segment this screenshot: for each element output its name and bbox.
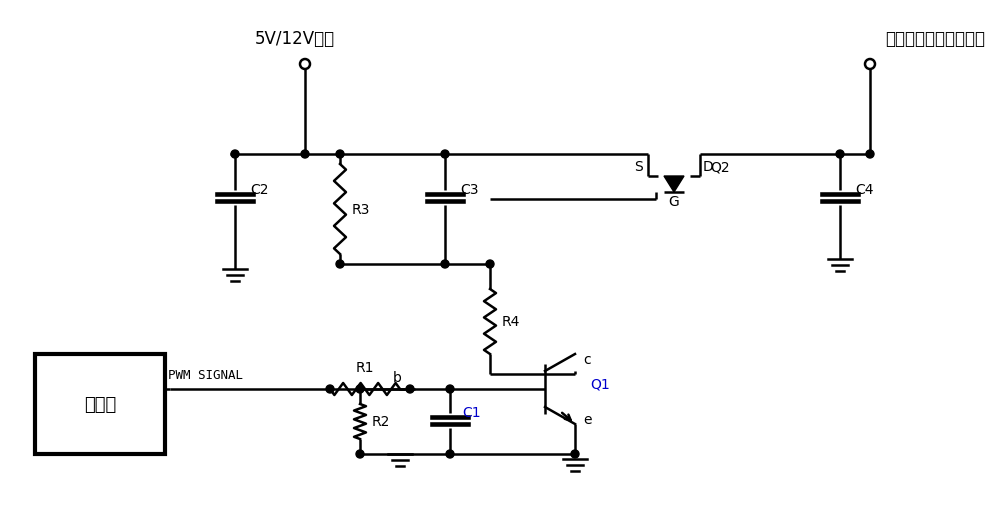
Text: R1: R1 [356, 360, 374, 374]
Text: S: S [634, 160, 643, 174]
Circle shape [836, 150, 844, 159]
Text: c: c [583, 352, 591, 366]
Text: PWM SIGNAL: PWM SIGNAL [168, 368, 243, 381]
Circle shape [326, 385, 334, 393]
Text: C2: C2 [250, 183, 269, 196]
Text: C1: C1 [462, 405, 481, 419]
Circle shape [446, 450, 454, 458]
Circle shape [301, 150, 309, 159]
Text: Q1: Q1 [590, 377, 610, 391]
Text: R4: R4 [502, 315, 520, 328]
Circle shape [356, 450, 364, 458]
Text: R2: R2 [372, 414, 390, 428]
Circle shape [356, 385, 364, 393]
Circle shape [231, 150, 239, 159]
Circle shape [441, 261, 449, 269]
Circle shape [486, 261, 494, 269]
Circle shape [571, 450, 579, 458]
Text: R3: R3 [352, 203, 370, 217]
Circle shape [336, 150, 344, 159]
Text: D: D [703, 160, 714, 174]
Circle shape [336, 261, 344, 269]
Circle shape [441, 150, 449, 159]
Circle shape [446, 385, 454, 393]
Text: C4: C4 [855, 183, 874, 196]
Polygon shape [664, 177, 684, 192]
Text: 主芗片: 主芗片 [84, 395, 116, 413]
Text: Q2: Q2 [710, 160, 730, 174]
Text: b: b [393, 370, 402, 384]
Text: 功能模块供电输入接口: 功能模块供电输入接口 [885, 30, 985, 48]
Text: e: e [583, 412, 592, 426]
Text: C3: C3 [460, 183, 479, 196]
Bar [35, 355, 165, 454]
Circle shape [406, 385, 414, 393]
Circle shape [866, 150, 874, 159]
Text: G: G [668, 194, 679, 209]
Text: 5V/12V电源: 5V/12V电源 [255, 30, 335, 48]
